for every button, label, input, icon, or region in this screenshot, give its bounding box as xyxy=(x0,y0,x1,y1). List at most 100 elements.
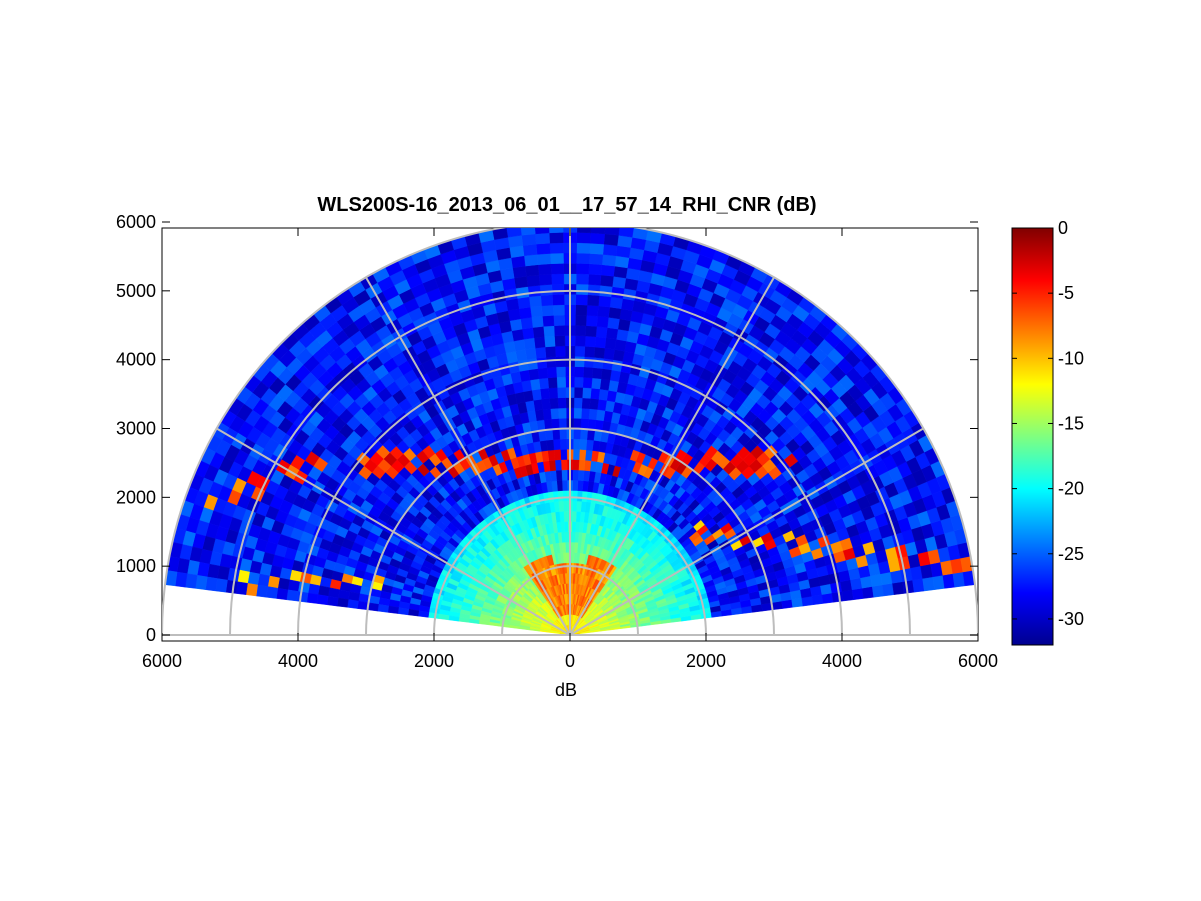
heatmap-cell xyxy=(609,296,623,309)
heatmap-cell xyxy=(589,398,599,410)
heatmap-cell xyxy=(548,387,558,399)
heatmap-cell xyxy=(574,376,584,388)
heatmap-cell xyxy=(575,304,588,316)
heatmap-cell xyxy=(553,325,566,337)
heatmap-cell xyxy=(267,575,280,589)
heatmap-cell xyxy=(603,233,619,246)
heatmap-cell xyxy=(575,263,590,275)
heatmap-cell xyxy=(614,255,630,269)
heatmap-cell xyxy=(586,429,596,441)
heatmap-cell xyxy=(540,294,554,307)
heatmap-cell xyxy=(551,283,565,295)
heatmap-cell xyxy=(526,358,538,371)
heatmap-cell xyxy=(586,294,600,307)
colorbar-tick-label: -5 xyxy=(1058,283,1074,303)
heatmap-cell xyxy=(599,378,611,391)
heatmap-cell xyxy=(574,335,586,347)
heatmap-cell xyxy=(555,366,566,378)
heatmap-cell xyxy=(607,317,620,330)
heatmap-cell xyxy=(326,595,339,607)
heatmap-cell xyxy=(524,264,540,277)
heatmap-cell xyxy=(562,490,568,502)
heatmap-cell xyxy=(577,480,584,492)
range-ring xyxy=(162,228,978,636)
heatmap-cell xyxy=(600,368,612,381)
heatmap-cell xyxy=(215,578,228,593)
heatmap-cell xyxy=(605,327,619,340)
heatmap-cell xyxy=(387,605,399,614)
heatmap-cell xyxy=(572,479,579,491)
heatmap-cell xyxy=(559,428,567,440)
heatmap-cell xyxy=(377,604,389,613)
heatmap-cell xyxy=(572,459,580,471)
colorbar-tick-label: -25 xyxy=(1058,544,1084,564)
heatmap-cell xyxy=(317,585,330,597)
heatmap-cell xyxy=(574,345,586,357)
heatmap-cell xyxy=(523,337,536,350)
heatmap-cell xyxy=(932,574,945,590)
heatmap-cell xyxy=(535,232,550,245)
heatmap-cell xyxy=(575,273,589,285)
heatmap-cell xyxy=(520,317,533,330)
heatmap-cell xyxy=(603,347,615,360)
heatmap-cell xyxy=(551,428,561,440)
heatmap-cell xyxy=(582,387,592,399)
heatmap-cell xyxy=(550,263,565,275)
heatmap-cell xyxy=(562,500,569,512)
heatmap-cell xyxy=(583,459,592,472)
heatmap-cell xyxy=(570,562,574,574)
heatmap-cell xyxy=(555,356,566,368)
heatmap-cell xyxy=(513,276,528,289)
heatmap-cell xyxy=(572,469,579,481)
heatmap-cell xyxy=(537,367,549,380)
y-tick-label: 4000 xyxy=(116,350,156,370)
heatmap-cell xyxy=(535,242,551,255)
x-tick-label: 4000 xyxy=(822,651,862,671)
heatmap-cell xyxy=(538,377,549,390)
heatmap-cell xyxy=(528,295,542,308)
heatmap-cell xyxy=(347,599,359,609)
heatmap-cell xyxy=(579,428,589,440)
heatmap-cell xyxy=(572,448,580,460)
heatmap-cell xyxy=(205,576,218,592)
heatmap-cell xyxy=(195,574,208,590)
heatmap-cell xyxy=(841,589,854,602)
heatmap-cell xyxy=(602,358,614,371)
heatmap-cell xyxy=(526,274,541,287)
heatmap-cell xyxy=(534,228,550,235)
heatmap-cell xyxy=(587,284,601,296)
x-tick-label: 4000 xyxy=(278,651,318,671)
heatmap-cell xyxy=(576,242,591,254)
heatmap-cell xyxy=(552,304,565,316)
heatmap-cell xyxy=(548,232,564,244)
heatmap-cell xyxy=(541,304,554,317)
heatmap-cell xyxy=(549,242,564,254)
heatmap-cell xyxy=(518,306,532,320)
heatmap-cell xyxy=(554,459,562,471)
heatmap-cell xyxy=(583,366,594,379)
y-tick-label: 5000 xyxy=(116,281,156,301)
heatmap-cell xyxy=(584,449,593,462)
heatmap-cell xyxy=(174,571,188,588)
heatmap-cell xyxy=(517,296,531,309)
heatmap-cell xyxy=(276,587,289,601)
heatmap-cell xyxy=(552,294,565,306)
heatmap-cell xyxy=(902,579,915,594)
heatmap-cell xyxy=(574,366,585,378)
colorbar-tick-label: -20 xyxy=(1058,479,1084,499)
heatmap-cell xyxy=(614,339,627,352)
y-tick-label: 2000 xyxy=(116,487,156,507)
heatmap-cell xyxy=(595,409,606,422)
heatmap-cell xyxy=(585,315,598,327)
heatmap-cell xyxy=(277,577,290,591)
heatmap-cell xyxy=(952,571,966,588)
heatmap-cell xyxy=(912,578,925,593)
heatmap-cell xyxy=(599,285,613,298)
heatmap-cell xyxy=(851,587,864,601)
heatmap-cell xyxy=(584,346,596,358)
heatmap-cell xyxy=(509,245,525,258)
heatmap-cell xyxy=(588,263,603,276)
heatmap-cell xyxy=(557,397,567,409)
heatmap-cell xyxy=(550,407,560,420)
heatmap-cell xyxy=(870,573,883,587)
